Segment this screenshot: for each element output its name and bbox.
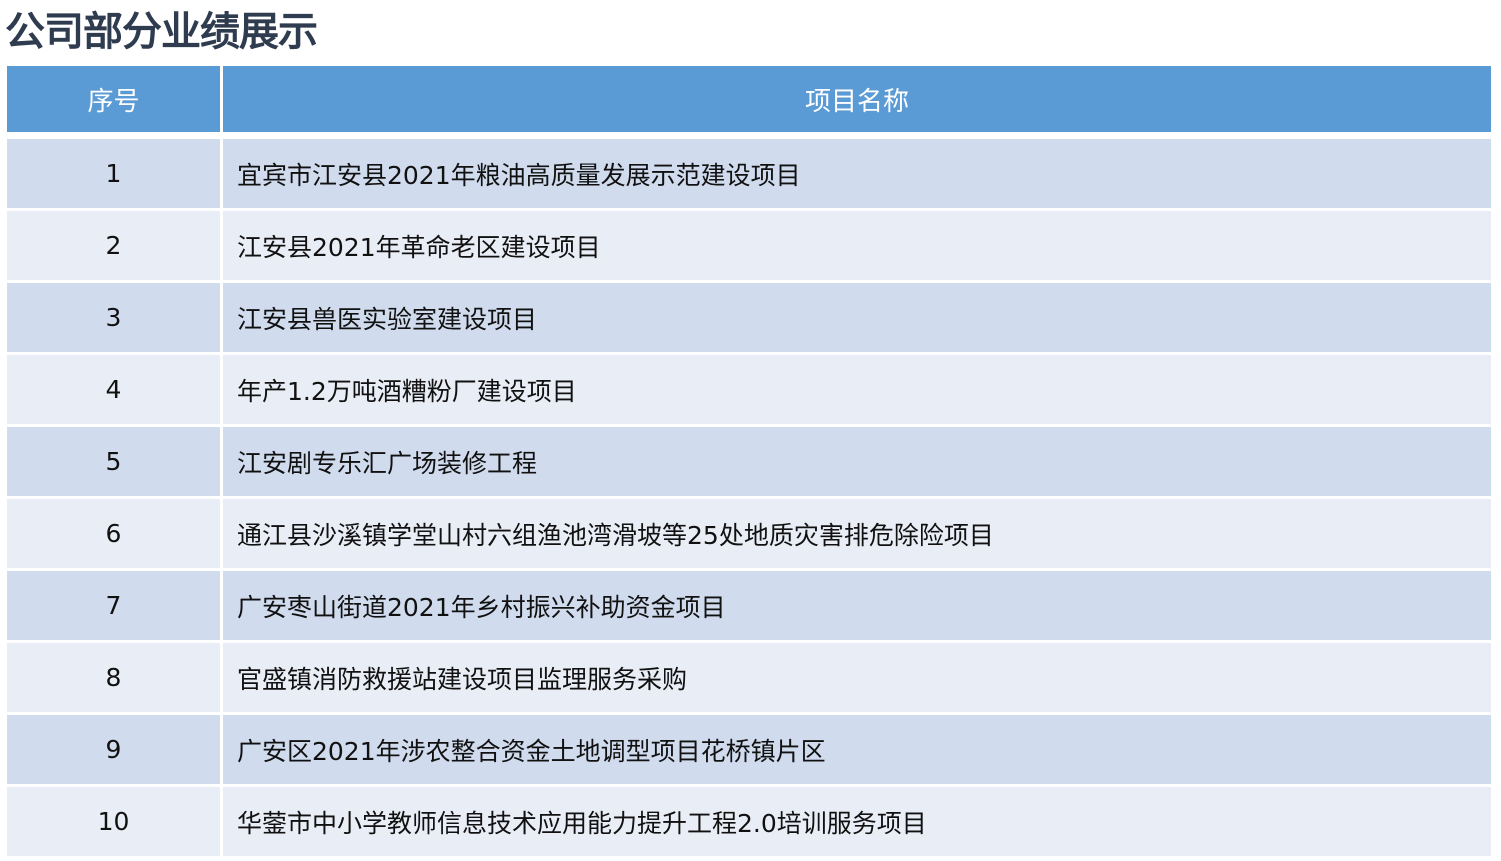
projects-table: 序号 项目名称 1 宜宾市江安县2021年粮油高质量发展示范建设项目 2 江安县202… — [4, 63, 1494, 859]
row-index: 1 — [7, 139, 220, 208]
table-row: 10 华蓥市中小学教师信息技术应用能力提升工程2.0培训服务项目 — [7, 787, 1491, 856]
table-row: 6 通江县沙溪镇学堂山村六组渔池湾滑坡等25处地质灾害排危除险项目 — [7, 499, 1491, 568]
table-header: 序号 项目名称 — [7, 66, 1491, 136]
row-index: 8 — [7, 643, 220, 712]
row-index: 2 — [7, 211, 220, 280]
row-project-name: 年产1.2万吨酒糟粉厂建设项目 — [223, 355, 1491, 424]
row-project-name: 通江县沙溪镇学堂山村六组渔池湾滑坡等25处地质灾害排危除险项目 — [223, 499, 1491, 568]
row-index: 6 — [7, 499, 220, 568]
row-project-name: 江安县2021年革命老区建设项目 — [223, 211, 1491, 280]
row-project-name: 官盛镇消防救援站建设项目监理服务采购 — [223, 643, 1491, 712]
table-row: 4 年产1.2万吨酒糟粉厂建设项目 — [7, 355, 1491, 424]
row-index: 3 — [7, 283, 220, 352]
header-project-name: 项目名称 — [223, 66, 1491, 136]
row-project-name: 广安枣山街道2021年乡村振兴补助资金项目 — [223, 571, 1491, 640]
table-row: 8 官盛镇消防救援站建设项目监理服务采购 — [7, 643, 1491, 712]
row-project-name: 华蓥市中小学教师信息技术应用能力提升工程2.0培训服务项目 — [223, 787, 1491, 856]
table-row: 7 广安枣山街道2021年乡村振兴补助资金项目 — [7, 571, 1491, 640]
row-index: 7 — [7, 571, 220, 640]
row-index: 4 — [7, 355, 220, 424]
header-index: 序号 — [7, 66, 220, 136]
row-project-name: 广安区2021年涉农整合资金土地调型项目花桥镇片区 — [223, 715, 1491, 784]
table-row: 5 江安剧专乐汇广场装修工程 — [7, 427, 1491, 496]
row-index: 5 — [7, 427, 220, 496]
table-row: 1 宜宾市江安县2021年粮油高质量发展示范建设项目 — [7, 139, 1491, 208]
table-row: 2 江安县2021年革命老区建设项目 — [7, 211, 1491, 280]
table-row: 9 广安区2021年涉农整合资金土地调型项目花桥镇片区 — [7, 715, 1491, 784]
row-index: 10 — [7, 787, 220, 856]
row-index: 9 — [7, 715, 220, 784]
row-project-name: 宜宾市江安县2021年粮油高质量发展示范建设项目 — [223, 139, 1491, 208]
page-title: 公司部分业绩展示 — [5, 9, 318, 55]
row-project-name: 江安县兽医实验室建设项目 — [223, 283, 1491, 352]
table-row: 3 江安县兽医实验室建设项目 — [7, 283, 1491, 352]
row-project-name: 江安剧专乐汇广场装修工程 — [223, 427, 1491, 496]
